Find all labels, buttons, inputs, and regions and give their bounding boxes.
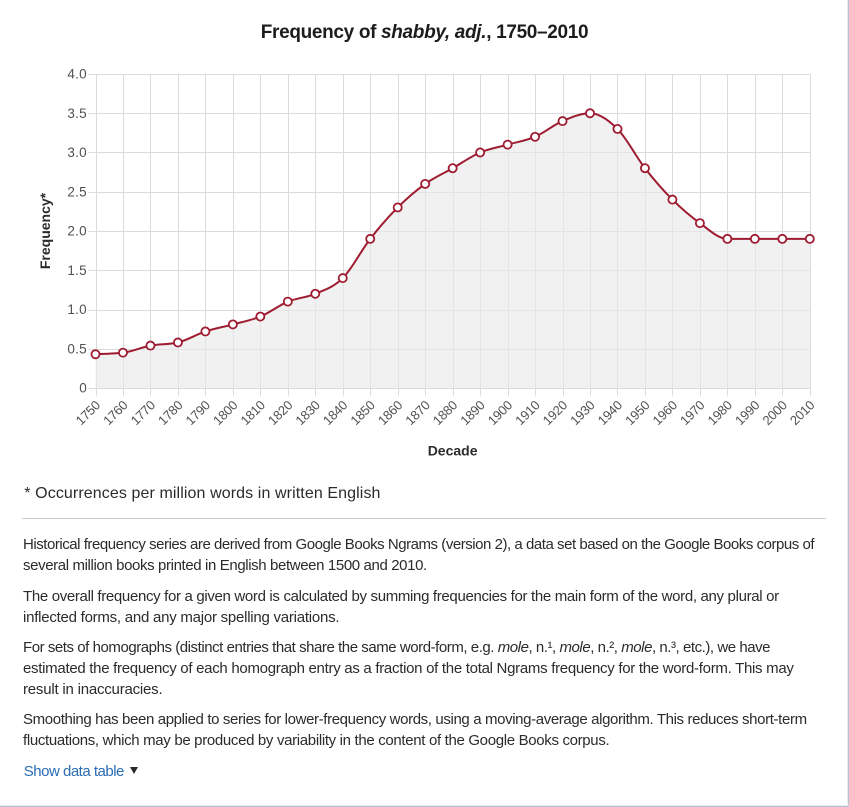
svg-text:Frequency*: Frequency* bbox=[37, 192, 53, 269]
svg-text:3.5: 3.5 bbox=[67, 106, 87, 121]
svg-text:1890: 1890 bbox=[457, 398, 487, 428]
svg-text:1990: 1990 bbox=[732, 398, 762, 428]
svg-text:1770: 1770 bbox=[128, 398, 158, 428]
svg-text:1850: 1850 bbox=[347, 398, 377, 428]
svg-text:1960: 1960 bbox=[650, 398, 680, 428]
svg-text:1780: 1780 bbox=[155, 398, 185, 428]
svg-text:1.0: 1.0 bbox=[67, 302, 87, 317]
svg-text:2.5: 2.5 bbox=[67, 184, 87, 199]
svg-text:1880: 1880 bbox=[430, 398, 460, 428]
svg-text:2.0: 2.0 bbox=[67, 224, 87, 239]
svg-text:4.0: 4.0 bbox=[67, 67, 87, 82]
svg-text:1870: 1870 bbox=[402, 398, 432, 428]
svg-text:1970: 1970 bbox=[677, 398, 707, 428]
svg-text:1820: 1820 bbox=[265, 398, 295, 428]
svg-text:1810: 1810 bbox=[237, 398, 267, 428]
svg-text:1940: 1940 bbox=[595, 398, 625, 428]
svg-text:1910: 1910 bbox=[512, 398, 542, 428]
svg-text:3.0: 3.0 bbox=[67, 145, 87, 160]
svg-text:0.5: 0.5 bbox=[67, 341, 87, 356]
svg-text:1900: 1900 bbox=[485, 398, 515, 428]
svg-text:1790: 1790 bbox=[183, 398, 213, 428]
svg-text:2010: 2010 bbox=[787, 398, 817, 428]
svg-text:1840: 1840 bbox=[320, 398, 350, 428]
svg-text:1920: 1920 bbox=[540, 398, 570, 428]
svg-text:1860: 1860 bbox=[375, 398, 405, 428]
svg-text:1760: 1760 bbox=[100, 398, 130, 428]
svg-text:0: 0 bbox=[79, 381, 87, 396]
svg-text:Decade: Decade bbox=[428, 443, 478, 459]
svg-text:1800: 1800 bbox=[210, 398, 240, 428]
svg-text:1.5: 1.5 bbox=[67, 263, 87, 278]
svg-text:1980: 1980 bbox=[705, 398, 735, 428]
svg-text:2000: 2000 bbox=[759, 398, 789, 428]
svg-text:1930: 1930 bbox=[567, 398, 597, 428]
svg-text:1750: 1750 bbox=[73, 398, 103, 428]
svg-text:1950: 1950 bbox=[622, 398, 652, 428]
svg-text:1830: 1830 bbox=[292, 398, 322, 428]
